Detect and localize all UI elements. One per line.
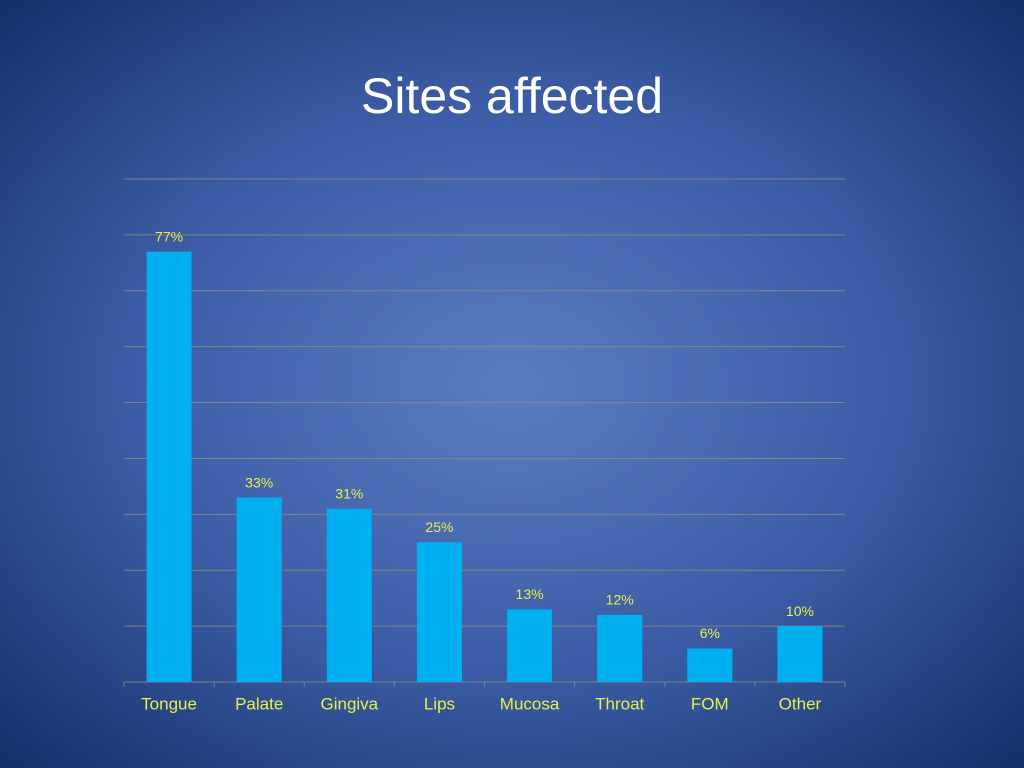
chart-title: Sites affected bbox=[361, 68, 663, 124]
x-tick-label: Throat bbox=[595, 694, 644, 713]
data-label: 12% bbox=[606, 592, 634, 608]
bar bbox=[507, 609, 553, 682]
x-tick-label: Other bbox=[779, 694, 822, 713]
data-label: 6% bbox=[700, 625, 720, 641]
x-tick-label: Palate bbox=[235, 694, 283, 713]
data-label: 33% bbox=[245, 474, 273, 490]
bar bbox=[416, 542, 462, 682]
x-tick-label: Gingiva bbox=[320, 694, 378, 713]
bar bbox=[777, 626, 823, 682]
x-tick-label: Lips bbox=[424, 694, 455, 713]
data-label: 25% bbox=[425, 519, 453, 535]
x-tick-label: FOM bbox=[691, 694, 729, 713]
data-label: 13% bbox=[516, 586, 544, 602]
data-label: 10% bbox=[786, 603, 814, 619]
bar bbox=[326, 508, 372, 682]
bar bbox=[597, 614, 643, 682]
data-label: 77% bbox=[155, 228, 183, 244]
x-tick-label: Tongue bbox=[141, 694, 197, 713]
data-label: 31% bbox=[335, 485, 363, 501]
bar bbox=[146, 251, 192, 682]
bar bbox=[687, 648, 733, 682]
bar bbox=[236, 497, 282, 682]
x-tick-label: Mucosa bbox=[500, 694, 560, 713]
